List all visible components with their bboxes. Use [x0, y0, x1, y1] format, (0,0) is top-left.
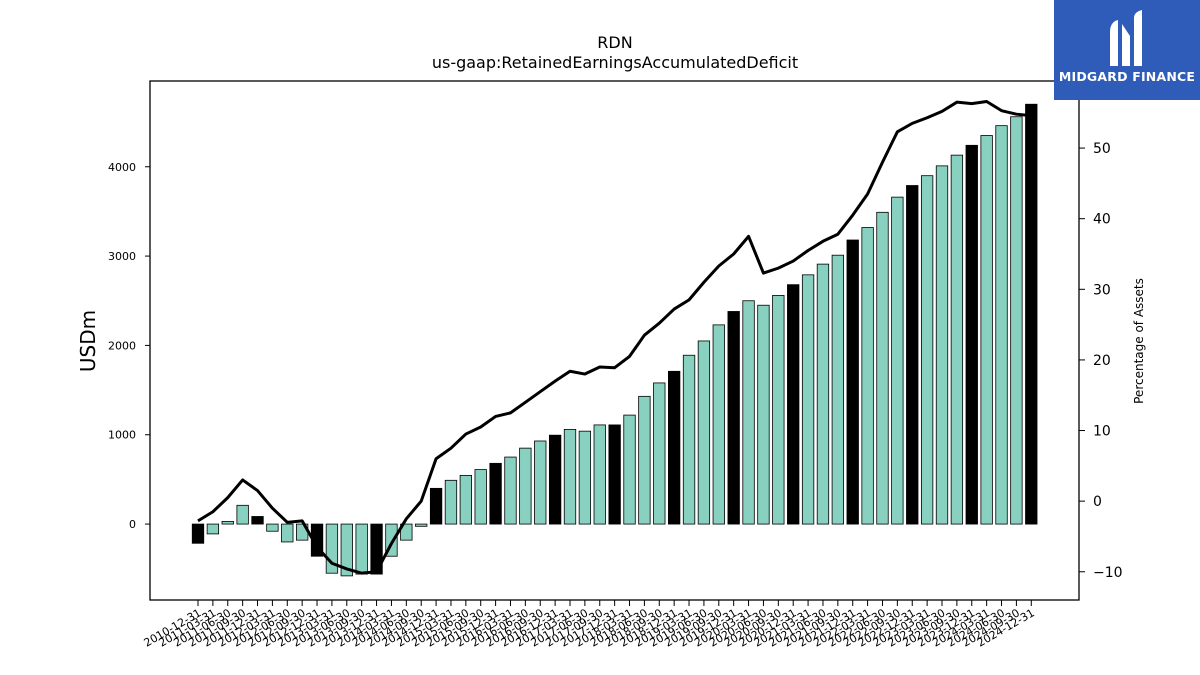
bar-2013-09-30	[355, 523, 368, 575]
bar-2022-09-30	[891, 196, 904, 525]
bar-2011-12-31	[251, 516, 264, 525]
y-tick-label: 1000	[108, 429, 136, 442]
y2-tick-label: 30	[1093, 282, 1111, 298]
bar-2022-06-30	[876, 211, 889, 525]
y2-tick-label: 20	[1093, 353, 1111, 369]
bar-2022-12-31	[906, 185, 919, 525]
bar-2023-03-31	[920, 175, 934, 525]
bar-2012-06-30	[281, 523, 294, 543]
bar-2017-12-31	[608, 424, 621, 525]
bar-2019-12-31	[727, 311, 740, 525]
bar-2014-06-30	[400, 523, 413, 541]
bar-2021-12-31	[846, 239, 859, 525]
bar-2018-09-30	[653, 382, 666, 525]
bar-2016-12-31	[548, 434, 562, 525]
bar-2022-03-31	[861, 227, 874, 525]
bar-2018-06-30	[638, 395, 651, 525]
midgard-logo-icon	[1110, 10, 1142, 66]
y2-axis-label: Percentage of Assets	[1132, 278, 1146, 404]
bar-2013-03-31	[325, 523, 339, 574]
y2-tick-label: 40	[1093, 212, 1111, 228]
bar-2015-03-31	[444, 479, 458, 525]
y-axis-label: USDm	[76, 310, 100, 372]
bar-2017-06-30	[578, 430, 592, 525]
bar-2021-09-30	[831, 254, 844, 525]
bar-2024-09-30	[1010, 116, 1023, 525]
bar-2016-03-31	[504, 456, 517, 525]
logo-text: MIDGARD FINANCE	[1058, 69, 1196, 84]
bar-2019-06-30	[697, 340, 711, 525]
bar-2024-06-30	[995, 125, 1008, 525]
midgard-finance-logo: MIDGARD FINANCE	[1054, 0, 1200, 100]
bar-2015-06-30	[459, 474, 472, 525]
bar-2020-03-31	[742, 300, 755, 525]
bar-2017-03-31	[563, 428, 577, 525]
y-tick-label: 4000	[108, 161, 136, 174]
bar-2020-09-30	[772, 294, 785, 525]
bar-2012-03-31	[266, 523, 279, 532]
bar-2011-03-31	[206, 523, 220, 535]
bar-2021-03-31	[801, 274, 815, 525]
bar-2014-03-31	[385, 523, 398, 557]
chart-subtitle: us-gaap:RetainedEarningsAccumulatedDefic…	[432, 53, 798, 72]
bar-2019-09-30	[712, 324, 725, 525]
y-tick-label: 2000	[108, 339, 136, 352]
bar-2013-06-30	[340, 523, 353, 577]
percent-of-assets-line	[197, 99, 1032, 575]
y2-tick-label: −10	[1093, 565, 1123, 581]
bar-2018-03-31	[623, 414, 636, 525]
bar-2021-06-30	[816, 263, 830, 525]
bar-2012-12-31	[310, 523, 324, 557]
bar-2023-06-30	[935, 165, 949, 525]
bar-2010-12-31	[191, 523, 205, 544]
chart-title: RDN	[597, 33, 632, 52]
bar-2016-06-30	[519, 447, 532, 525]
bar-2024-12-31	[1025, 103, 1038, 525]
bar-2019-03-31	[682, 354, 696, 525]
bar-2020-06-30	[757, 304, 770, 525]
bar-2011-06-30	[221, 520, 234, 525]
y2-tick-label: 10	[1093, 424, 1111, 440]
y2-tick-label: 50	[1093, 141, 1111, 157]
bar-2013-12-31	[370, 523, 383, 575]
y-tick-label: 0	[129, 518, 136, 531]
bar-2014-12-31	[429, 487, 443, 525]
bar-2020-12-31	[787, 284, 800, 525]
bar-2011-09-30	[236, 504, 249, 525]
bar-2018-12-31	[668, 370, 681, 525]
bar-2023-12-31	[965, 144, 978, 525]
bar-2015-12-31	[489, 462, 502, 525]
bar-2017-09-30	[593, 424, 606, 525]
bar-2023-09-30	[950, 154, 964, 525]
bar-2016-09-30	[534, 440, 547, 525]
y2-tick-label: 0	[1093, 494, 1102, 510]
bar-2024-03-31	[980, 135, 993, 525]
y-tick-label: 3000	[108, 250, 136, 263]
bar-2014-09-30	[415, 523, 428, 527]
bar-2015-09-30	[474, 469, 487, 525]
